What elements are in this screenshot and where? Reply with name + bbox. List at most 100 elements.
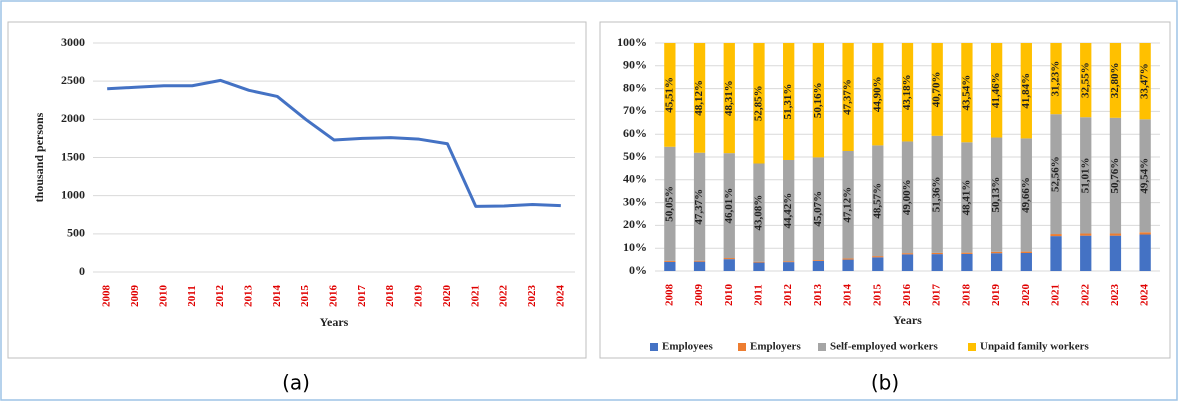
bar-segment (723, 259, 735, 271)
x-tick-label: 2024 (554, 285, 566, 308)
bar-segment (1139, 232, 1151, 235)
data-label: 45,07% (812, 191, 824, 227)
data-label: 32,55% (1079, 62, 1091, 98)
bar-segment (783, 159, 795, 262)
bar-segment (693, 43, 706, 153)
legend-swatch (818, 343, 826, 351)
bar-segment (1020, 251, 1032, 253)
bar-segment (1080, 235, 1092, 271)
bar-segment (901, 141, 914, 254)
data-label: 32,80% (1109, 63, 1121, 99)
data-label: 48,41% (960, 180, 972, 216)
data-label: 47,37% (693, 189, 705, 225)
y-tick-label: 0 (79, 264, 85, 278)
y-tick-label: 70% (623, 103, 647, 117)
x-tick-label: 2013 (812, 284, 824, 307)
data-label: 44,90% (871, 76, 883, 112)
x-tick-label: 2015 (871, 284, 883, 307)
bar-segment (901, 254, 914, 271)
bar-segment (901, 43, 914, 142)
legend-swatch (738, 343, 746, 351)
data-label: 47,37% (842, 79, 854, 115)
y-tick-label: 2000 (61, 111, 85, 125)
bar-segment (783, 43, 795, 160)
y-tick-label: 100% (617, 35, 647, 49)
bar-segment (872, 256, 884, 258)
panel-a-border (7, 21, 587, 359)
bar-segment (1109, 117, 1122, 234)
bar-segment (961, 142, 973, 253)
x-tick-label: 2014 (271, 285, 283, 308)
x-tick-label: 2019 (413, 285, 425, 308)
x-tick-label: 2008 (101, 285, 113, 308)
data-label: 48,31% (723, 80, 735, 116)
bar-segment (812, 157, 825, 261)
x-tick-label: 2018 (960, 284, 972, 307)
bar-segment (664, 146, 676, 261)
bar-segment (753, 261, 765, 263)
data-label: 43,18% (901, 74, 913, 110)
bar-segment (1050, 236, 1062, 271)
x-tick-label: 2020 (1020, 284, 1032, 307)
y-tick-label: 0% (629, 263, 647, 277)
data-label: 52,85% (753, 85, 765, 121)
data-label: 43,54% (960, 75, 972, 111)
bar-segment (961, 43, 973, 143)
x-tick-label: 2022 (1079, 284, 1091, 307)
x-tick-label: 2022 (498, 285, 510, 308)
data-label: 45,51% (663, 77, 675, 113)
data-label: 52,56% (1050, 156, 1062, 192)
bar-segment (931, 43, 943, 136)
data-label: 41,46% (990, 72, 1002, 108)
data-label: 49,66% (1020, 177, 1032, 213)
bar-segment (1020, 43, 1032, 139)
y-tick-label: 90% (623, 58, 647, 72)
data-label: 49,54% (1139, 158, 1151, 194)
bar-segment (872, 145, 884, 257)
x-tick-label: 2020 (441, 285, 453, 308)
panel-b-border (599, 21, 1171, 359)
bar-segment (1050, 114, 1062, 235)
data-label: 50,76% (1109, 158, 1121, 194)
x-tick-label: 2015 (299, 285, 311, 308)
x-tick-label: 2014 (842, 284, 854, 307)
bar-segment (664, 261, 676, 271)
y-tick-label: 50% (623, 149, 647, 163)
data-label: 48,12% (693, 80, 705, 116)
x-tick-label: 2019 (990, 284, 1002, 307)
bar-segment (1020, 252, 1032, 271)
y-tick-label: 1000 (61, 187, 85, 201)
y-tick-label: 10% (623, 240, 647, 254)
x-axis-label: Years (320, 315, 349, 329)
bar-segment (693, 152, 706, 261)
bar-segment (1080, 117, 1092, 234)
y-tick-label: 1500 (61, 149, 85, 163)
bar-segment (783, 261, 795, 263)
data-label: 41,84% (1020, 73, 1032, 109)
y-tick-label: 80% (623, 80, 647, 94)
caption: (b) (871, 371, 899, 395)
y-axis-label: thousand persons (32, 112, 46, 202)
x-tick-label: 2012 (214, 285, 226, 308)
bar-segment (812, 43, 825, 158)
bar-segment (1109, 233, 1122, 236)
data-label: 46,01% (723, 188, 735, 224)
bar-segment (1050, 43, 1062, 115)
bar-segment (931, 254, 943, 271)
x-tick-label: 2023 (1109, 284, 1121, 307)
caption: (a) (282, 371, 310, 395)
data-label: 40,70% (931, 72, 943, 108)
x-tick-label: 2023 (526, 285, 538, 308)
x-tick-label: 2011 (186, 285, 198, 306)
data-label: 44,42% (782, 193, 794, 229)
bar-segment (783, 262, 795, 271)
x-tick-label: 2009 (129, 285, 141, 308)
bar-segment (812, 260, 825, 271)
x-tick-label: 2018 (384, 285, 396, 308)
data-label: 50,16% (812, 82, 824, 118)
bar-segment (753, 163, 765, 262)
data-label: 51,36% (931, 176, 943, 212)
bar-segment (1050, 234, 1062, 237)
